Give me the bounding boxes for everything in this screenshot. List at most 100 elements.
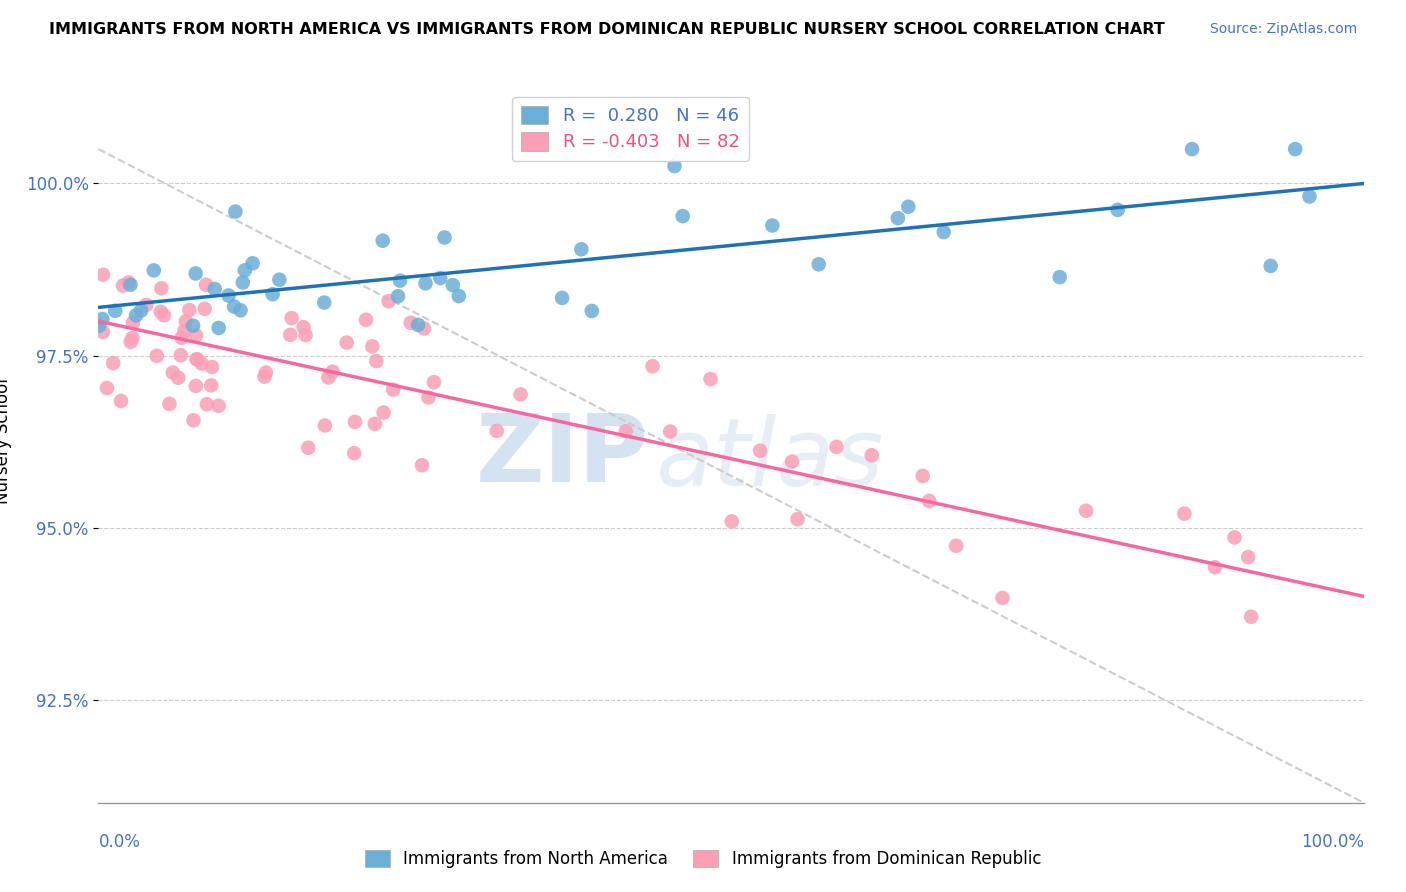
Point [1049,270,1071,285]
Point [371,234,394,248]
Point [195,397,218,411]
Point [162,366,184,380]
Point [194,301,217,316]
Point [153,308,176,322]
Legend: R =  0.280   N = 46, R = -0.403   N = 82: R = 0.280 N = 46, R = -0.403 N = 82 [512,96,749,161]
Point [1223,530,1246,544]
Point [184,379,207,393]
Point [336,335,359,350]
Point [254,366,277,380]
Point [91,268,114,282]
Point [485,424,508,438]
Point [423,375,446,389]
Point [399,316,422,330]
Point [207,399,229,413]
Point [200,378,222,392]
Point [897,200,920,214]
Point [242,256,264,270]
Point [387,289,409,303]
Point [614,425,637,439]
Point [364,417,387,431]
Point [195,277,218,292]
Point [125,309,148,323]
Point [186,352,208,367]
Point [159,397,181,411]
Point [825,440,848,454]
Point [1204,560,1226,574]
Point [122,316,145,330]
Point [91,325,114,339]
Point [509,387,531,401]
Point [569,242,592,256]
Point [292,320,315,334]
Point [1074,504,1097,518]
Point [1107,202,1129,217]
Point [167,370,190,384]
Point [201,359,224,374]
Point [664,159,686,173]
Point [184,267,207,281]
Point [429,271,451,285]
Point [218,288,240,302]
Point [204,282,226,296]
Point [96,381,118,395]
Point [269,273,291,287]
Point [807,257,830,271]
Point [145,349,167,363]
Point [418,391,440,405]
Point [224,204,246,219]
Point [174,314,197,328]
Point [150,281,173,295]
Point [411,458,433,473]
Point [887,211,910,226]
Point [120,334,142,349]
Text: ZIP: ZIP [477,410,648,502]
Point [1240,609,1263,624]
Point [184,328,207,343]
Text: Source: ZipAtlas.com: Source: ZipAtlas.com [1209,22,1357,37]
Point [294,328,316,343]
Point [699,372,721,386]
Point [103,356,125,370]
Point [761,219,783,233]
Point [343,415,366,429]
Point [314,295,336,310]
Point [318,370,340,384]
Point [433,230,456,244]
Point [149,305,172,319]
Point [129,303,152,318]
Point [118,276,141,290]
Point [581,304,603,318]
Point [361,339,384,353]
Point [945,539,967,553]
Point [233,263,256,277]
Point [659,425,682,439]
Point [373,405,395,419]
Point [121,331,143,345]
Point [173,324,195,338]
Point [1298,189,1320,203]
Point [441,278,464,293]
Point [932,225,955,239]
Point [382,383,405,397]
Point [447,289,470,303]
Point [190,357,212,371]
Point [343,446,366,460]
Point [389,274,412,288]
Point [1260,259,1282,273]
Point [111,278,134,293]
Point [415,277,437,291]
Point [297,441,319,455]
Point [1181,142,1204,156]
Text: atlas: atlas [655,414,883,505]
Point [278,327,301,342]
Point [170,348,193,362]
Point [179,302,201,317]
Point [183,413,205,427]
Point [135,298,157,312]
Point [551,291,574,305]
Point [672,209,695,223]
Point [186,352,208,367]
Point [749,443,772,458]
Point [110,394,132,409]
